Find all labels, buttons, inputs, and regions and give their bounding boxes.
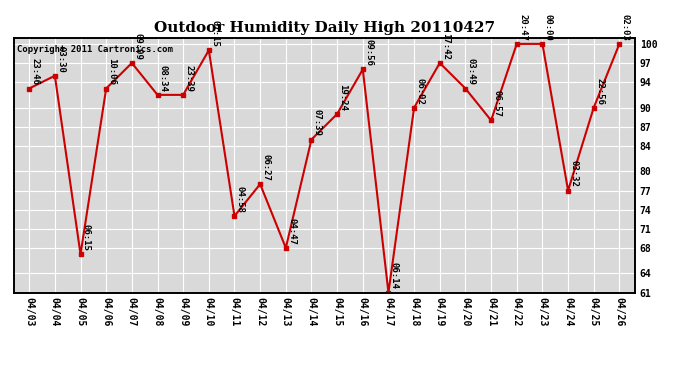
Text: 02:03: 02:03 [621,14,630,41]
Text: 09:09: 09:09 [133,33,142,60]
Text: 06:02: 06:02 [415,78,424,105]
Text: 20:47: 20:47 [518,14,527,41]
Text: 03:49: 03:49 [466,58,475,86]
Text: 19:24: 19:24 [338,84,347,111]
Text: Copyright 2011 Cartronics.com: Copyright 2011 Cartronics.com [17,45,172,54]
Text: 23:39: 23:39 [184,65,193,92]
Text: 06:57: 06:57 [493,90,502,117]
Text: 08:34: 08:34 [159,65,168,92]
Text: 22:56: 22:56 [595,78,604,105]
Text: 23:46: 23:46 [30,58,39,86]
Text: 09:56: 09:56 [364,39,373,66]
Text: 06:14: 06:14 [390,262,399,290]
Text: 07:39: 07:39 [313,110,322,136]
Text: 06:15: 06:15 [82,224,91,251]
Text: 17:42: 17:42 [441,33,450,60]
Text: 06:27: 06:27 [262,154,270,181]
Text: 10:06: 10:06 [108,58,117,86]
Text: 04:47: 04:47 [287,218,296,245]
Text: 00:00: 00:00 [544,14,553,41]
Text: 04:58: 04:58 [236,186,245,213]
Text: 03:30: 03:30 [56,46,65,73]
Text: 03:32: 03:32 [569,160,578,188]
Title: Outdoor Humidity Daily High 20110427: Outdoor Humidity Daily High 20110427 [154,21,495,35]
Text: 07:15: 07:15 [210,20,219,47]
